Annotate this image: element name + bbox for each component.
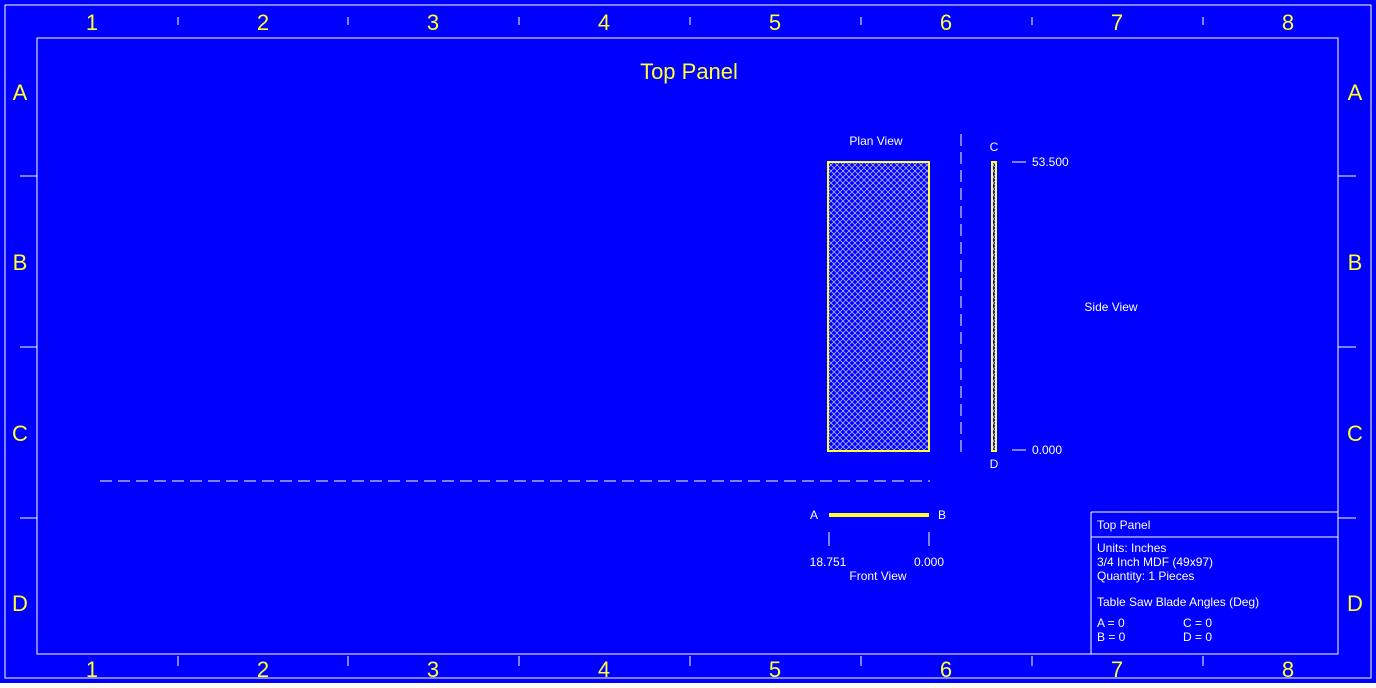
zone-col-3-bottom: 3 bbox=[427, 657, 439, 682]
title-block-quantity: Quantity: 1 Pieces bbox=[1097, 569, 1194, 583]
side-view-label: Side View bbox=[1084, 300, 1137, 314]
side-dim-top: 53.500 bbox=[1032, 155, 1069, 169]
front-view-part bbox=[829, 513, 929, 517]
title-block-name: Top Panel bbox=[1097, 518, 1150, 532]
zone-col-5-bottom: 5 bbox=[769, 657, 781, 682]
zone-row-b-right: B bbox=[1348, 250, 1363, 275]
zone-row-a-left: A bbox=[13, 80, 28, 105]
drawing-title: Top Panel bbox=[640, 59, 738, 84]
zone-row-d-left: D bbox=[12, 591, 28, 616]
zone-col-7-bottom: 7 bbox=[1111, 657, 1123, 682]
inner-border bbox=[36, 37, 1339, 655]
zone-col-1-top: 1 bbox=[86, 10, 98, 35]
zone-col-6-bottom: 6 bbox=[940, 657, 952, 682]
zone-row-c-right: C bbox=[1347, 421, 1363, 446]
zone-col-5-top: 5 bbox=[769, 10, 781, 35]
outer-border bbox=[4, 4, 1372, 679]
zone-row-d-right: D bbox=[1347, 591, 1363, 616]
side-view-bottom-end-label: D bbox=[990, 457, 999, 471]
zone-col-8-top: 8 bbox=[1282, 10, 1294, 35]
title-block: Top Panel Units: Inches 3/4 Inch MDF (49… bbox=[1090, 511, 1338, 654]
front-dim-right: 0.000 bbox=[914, 555, 944, 569]
plan-view-part bbox=[827, 161, 930, 452]
front-view-left-end-label: A bbox=[810, 508, 818, 522]
zone-col-7-top: 7 bbox=[1111, 10, 1123, 35]
zone-row-c-left: C bbox=[12, 421, 28, 446]
zone-col-3-top: 3 bbox=[427, 10, 439, 35]
title-block-angle-c: C = 0 bbox=[1183, 616, 1212, 630]
title-block-units: Units: Inches bbox=[1097, 541, 1166, 555]
side-view-part bbox=[991, 161, 997, 452]
zone-col-2-top: 2 bbox=[257, 10, 269, 35]
title-block-material: 3/4 Inch MDF (49x97) bbox=[1097, 555, 1213, 569]
front-dim-left: 18.751 bbox=[810, 555, 847, 569]
front-view-label: Front View bbox=[849, 569, 906, 583]
zone-col-4-top: 4 bbox=[598, 10, 610, 35]
zone-col-4-bottom: 4 bbox=[598, 657, 610, 682]
zone-col-6-top: 6 bbox=[940, 10, 952, 35]
zone-row-b-left: B bbox=[13, 250, 28, 275]
title-block-angle-d: D = 0 bbox=[1183, 630, 1212, 644]
zone-ticks bbox=[20, 17, 1356, 666]
title-block-angle-b: B = 0 bbox=[1097, 630, 1126, 644]
zone-col-2-bottom: 2 bbox=[257, 657, 269, 682]
zone-col-8-bottom: 8 bbox=[1282, 657, 1294, 682]
zone-col-1-bottom: 1 bbox=[86, 657, 98, 682]
side-dim-bottom: 0.000 bbox=[1032, 443, 1062, 457]
front-view-right-end-label: B bbox=[938, 508, 946, 522]
title-block-angle-a: A = 0 bbox=[1097, 616, 1125, 630]
zone-row-a-right: A bbox=[1348, 80, 1363, 105]
title-block-angles-heading: Table Saw Blade Angles (Deg) bbox=[1097, 595, 1259, 609]
plan-view-label: Plan View bbox=[849, 134, 902, 148]
side-view-top-end-label: C bbox=[990, 140, 999, 154]
